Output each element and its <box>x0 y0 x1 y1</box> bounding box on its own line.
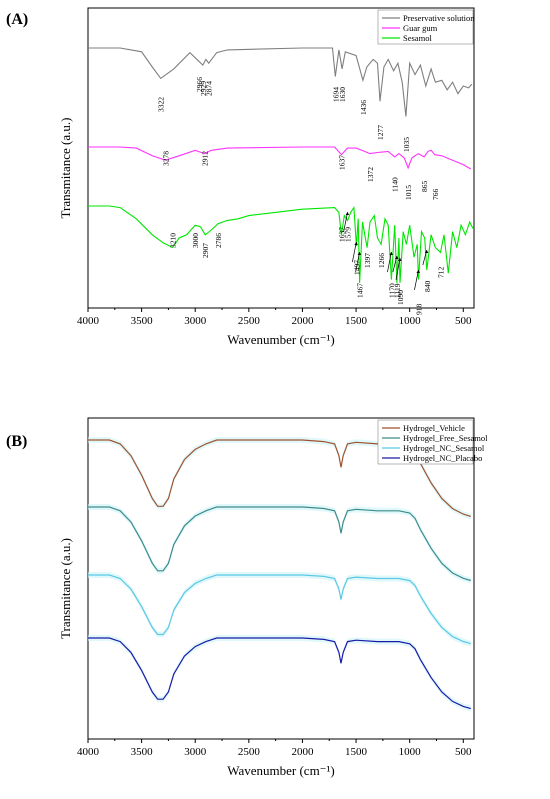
peak-label-a: 2966 <box>195 77 204 92</box>
y-axis-label-a: Transmitance (a.u.) <box>58 118 73 219</box>
series-line-b-2 <box>88 574 471 645</box>
peak-label-a: 2912 <box>201 151 210 166</box>
legend-label-a: Preservative solution <box>403 13 475 23</box>
peak-arrow-head-a <box>394 256 399 259</box>
legend-label-a: Sesamol <box>403 33 432 43</box>
peak-arrow-head-a <box>416 270 420 273</box>
peak-label-a: 1015 <box>404 185 413 200</box>
panel-label-b: (B) <box>6 433 27 450</box>
peak-arrow-a <box>414 269 419 291</box>
peak-arrow-head-a <box>424 250 429 253</box>
x-tick-label-b: 4000 <box>77 746 100 758</box>
x-tick-label-a: 4000 <box>77 315 100 327</box>
peak-label-a: 3000 <box>191 233 200 248</box>
series-line-b-3 <box>88 637 471 710</box>
peak-label-a: 1579 <box>344 227 353 242</box>
peak-label-a: 2786 <box>214 233 223 248</box>
peak-label-a: 1035 <box>402 137 411 152</box>
peak-label-a: 1140 <box>391 177 400 192</box>
peak-label-a: 712 <box>437 267 446 279</box>
peak-label-a: 3210 <box>169 233 178 248</box>
y-axis-label-b: Transmitance (a.u.) <box>58 538 73 639</box>
series-line-a-0 <box>88 47 473 117</box>
peak-arrow-head-a <box>398 258 402 261</box>
peak-label-a: 918 <box>414 304 423 316</box>
x-tick-label-b: 1500 <box>345 746 368 758</box>
peak-label-a: 2907 <box>201 243 210 258</box>
x-tick-label-b: 3500 <box>131 746 154 758</box>
peak-arrow-head-a <box>345 212 350 215</box>
peak-label-a: 1397 <box>363 253 372 268</box>
peak-label-a: 1630 <box>338 87 347 102</box>
peak-label-a: 1637 <box>337 155 346 170</box>
peak-label-a: 1372 <box>366 167 375 182</box>
peak-label-a: 2929 <box>199 81 208 96</box>
x-tick-label-a: 1000 <box>399 315 422 327</box>
legend-label-b: Hydrogel_NC_Placabo <box>403 453 482 463</box>
x-tick-label-a: 2000 <box>291 315 314 327</box>
peak-label-a: 1467 <box>356 283 365 298</box>
legend-label-b: Hydrogel_NC_Sesamol <box>403 443 485 453</box>
peak-label-a: 1266 <box>377 253 386 268</box>
x-axis-label-a: Wavenumber (cm⁻¹) <box>227 332 335 347</box>
x-tick-label-a: 1500 <box>345 315 368 327</box>
x-tick-label-b: 2000 <box>291 746 314 758</box>
peak-arrow-head-a <box>354 242 358 245</box>
x-tick-label-b: 2500 <box>238 746 261 758</box>
peak-label-a: 1170 <box>387 283 396 298</box>
plot-frame-b <box>87 417 475 740</box>
plot-frame-a <box>87 7 475 309</box>
x-tick-label-b: 500 <box>455 746 472 758</box>
peak-label-a: 766 <box>431 189 440 201</box>
peak-label-a: 1637 <box>337 227 346 242</box>
peak-label-a: 2874 <box>205 81 214 96</box>
x-tick-label-a: 3500 <box>131 315 154 327</box>
x-tick-label-b: 1000 <box>399 746 422 758</box>
peak-arrow-a <box>352 241 357 263</box>
x-tick-label-b: 3000 <box>184 746 207 758</box>
peak-arrow-a <box>387 251 392 273</box>
peak-arrow-a <box>355 251 360 273</box>
peak-arrow-a <box>395 257 401 281</box>
peak-label-a: 1436 <box>359 100 368 115</box>
chart-panel-a: (A) 4000 3500 3000 2500 2000 1500 1000 500 Wavenu… <box>6 7 475 347</box>
series-line-a-2 <box>88 205 474 283</box>
legend-label-b: Hydrogel_Free_Sesamol <box>403 433 488 443</box>
legend-b <box>377 419 474 465</box>
peak-label-a: 1090 <box>396 290 405 305</box>
series-line-a-1 <box>88 146 472 170</box>
peak-arrow-a <box>343 211 348 233</box>
peak-label-a: 840 <box>423 281 432 293</box>
peak-arrow-head-a <box>357 252 362 255</box>
peak-label-a: 1497 <box>352 260 361 275</box>
peak-label-a: 1694 <box>331 87 340 102</box>
panel-label-a: (A) <box>6 11 28 28</box>
peak-arrow-head-a <box>389 252 393 255</box>
legend-label-a: Guar gum <box>403 23 438 33</box>
peak-label-a: 3278 <box>161 151 170 166</box>
x-axis-label-b: Wavenumber (cm⁻¹) <box>227 763 335 778</box>
series-line-b-1 <box>88 506 471 582</box>
peak-label-a: 865 <box>420 181 429 193</box>
peak-label-a: 3322 <box>157 97 166 112</box>
peak-label-a: 1277 <box>376 125 385 140</box>
x-tick-label-a: 2500 <box>238 315 261 327</box>
peak-label-a: 1119 <box>393 283 402 298</box>
legend-label-b: Hydrogel_Vehicle <box>403 423 465 433</box>
x-tick-label-a: 500 <box>455 315 472 327</box>
x-tick-label-a: 3000 <box>184 315 207 327</box>
